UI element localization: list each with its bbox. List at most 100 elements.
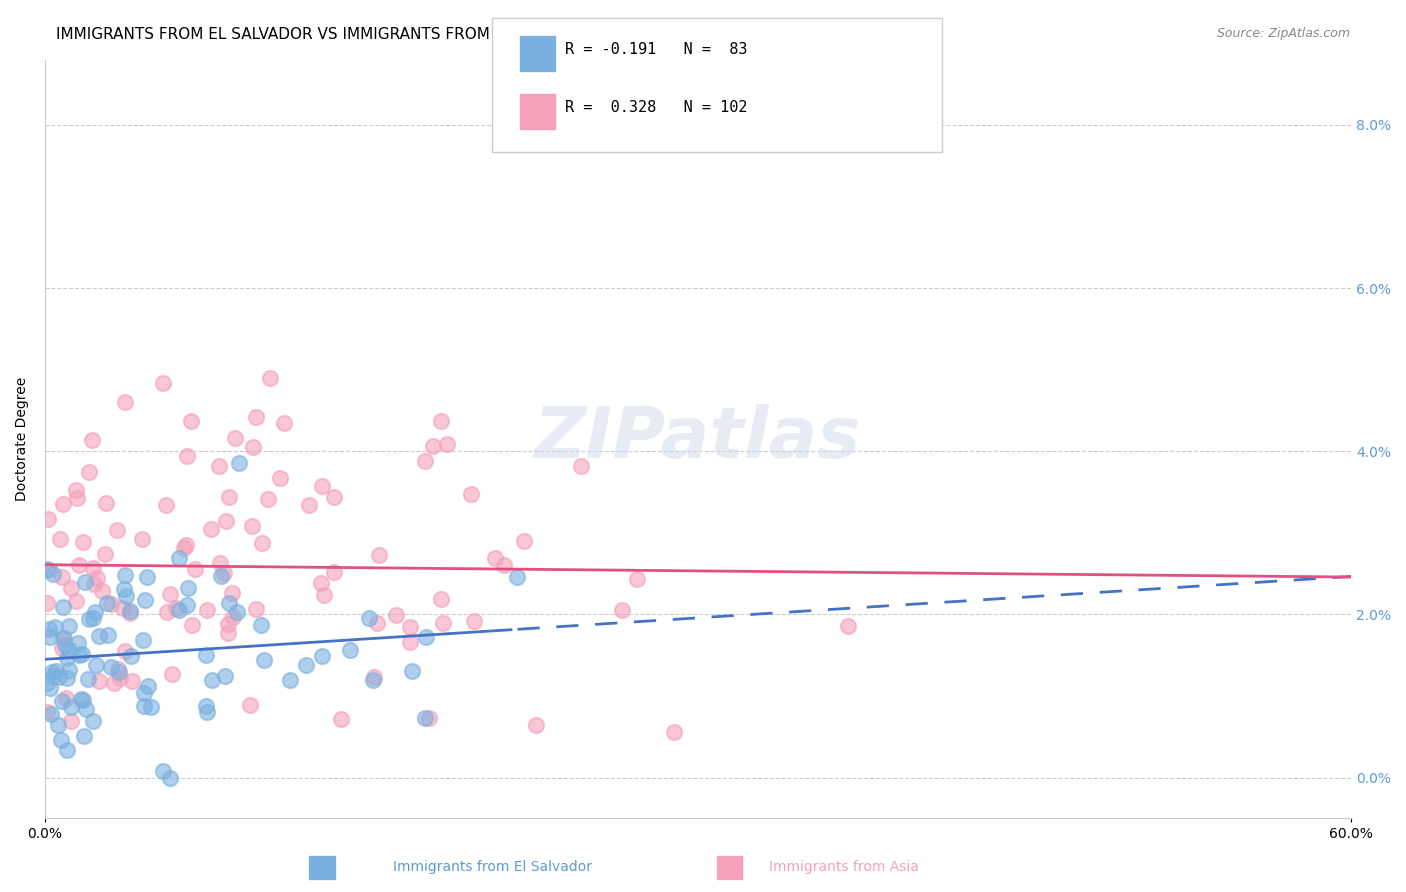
Point: [366, 615, 388, 630]
Point: [367, 549, 389, 563]
Point: [91, 584, 114, 599]
Point: [86, 571, 108, 585]
Point: [83, 606, 105, 620]
Text: R = -0.191   N =  83: R = -0.191 N = 83: [565, 42, 748, 56]
Point: [173, 541, 195, 556]
Text: Source: ZipAtlas.com: Source: ZipAtlas.com: [1216, 27, 1350, 40]
Point: [131, 532, 153, 546]
Point: [361, 673, 384, 687]
Point: [217, 626, 239, 640]
Point: [212, 566, 235, 580]
Point: [418, 711, 440, 725]
Point: [221, 586, 243, 600]
Point: [399, 619, 422, 633]
Point: [134, 699, 156, 714]
Point: [38, 564, 60, 578]
Point: [120, 649, 142, 664]
Point: [259, 371, 281, 385]
Point: [37, 512, 59, 526]
Point: [239, 698, 262, 712]
Point: [73, 729, 96, 743]
Point: [569, 458, 592, 473]
Point: [626, 572, 648, 586]
Point: [208, 458, 231, 473]
Point: [58, 663, 80, 677]
Text: ZIPatlas: ZIPatlas: [534, 404, 862, 474]
Point: [87, 628, 110, 642]
Point: [176, 599, 198, 613]
Point: [432, 615, 454, 630]
Point: [218, 596, 240, 610]
Point: [41, 665, 63, 680]
Point: [209, 569, 232, 583]
Point: [194, 648, 217, 662]
Point: [56, 671, 79, 685]
Point: [297, 498, 319, 512]
Point: [55, 690, 77, 705]
Point: [77, 465, 100, 479]
Point: [51, 641, 73, 656]
Point: [37, 705, 59, 719]
Point: [42, 668, 65, 682]
Point: [94, 547, 117, 561]
Point: [39, 681, 62, 695]
Point: [66, 491, 89, 505]
Point: [184, 562, 207, 576]
Point: [322, 565, 344, 579]
Point: [159, 587, 181, 601]
Point: [51, 570, 73, 584]
Point: [134, 686, 156, 700]
Point: [311, 479, 333, 493]
Point: [100, 597, 122, 611]
Point: [309, 576, 332, 591]
Point: [76, 672, 98, 686]
Text: R =  0.328   N = 102: R = 0.328 N = 102: [565, 100, 748, 114]
Point: [399, 634, 422, 648]
Point: [82, 714, 104, 728]
Point: [37, 676, 59, 690]
Point: [111, 601, 134, 615]
Point: [59, 700, 82, 714]
Point: [329, 712, 352, 726]
Point: [214, 514, 236, 528]
Point: [174, 538, 197, 552]
Point: [195, 698, 218, 713]
Point: [58, 619, 80, 633]
Point: [177, 581, 200, 595]
Point: [273, 416, 295, 430]
Point: [436, 437, 458, 451]
Point: [96, 596, 118, 610]
Point: [114, 567, 136, 582]
Point: [460, 487, 482, 501]
Point: [214, 669, 236, 683]
Point: [155, 498, 177, 512]
Point: [176, 449, 198, 463]
Point: [245, 410, 267, 425]
Point: [413, 453, 436, 467]
Point: [107, 662, 129, 676]
Point: [60, 714, 83, 728]
Point: [87, 673, 110, 688]
Point: [217, 616, 239, 631]
Point: [105, 523, 128, 537]
Point: [141, 700, 163, 714]
Point: [48, 670, 70, 684]
Point: [38, 622, 60, 636]
Point: [103, 676, 125, 690]
Point: [662, 725, 685, 739]
Point: [73, 575, 96, 590]
Text: Immigrants from El Salvador: Immigrants from El Salvador: [392, 860, 592, 874]
Point: [250, 535, 273, 549]
Point: [363, 670, 385, 684]
Point: [430, 414, 453, 428]
Point: [72, 693, 94, 707]
Point: [83, 576, 105, 591]
Point: [385, 607, 408, 622]
Point: [51, 733, 73, 747]
Point: [160, 666, 183, 681]
Point: [242, 440, 264, 454]
Point: [44, 620, 66, 634]
Point: [422, 439, 444, 453]
Point: [82, 434, 104, 448]
Point: [195, 705, 218, 719]
